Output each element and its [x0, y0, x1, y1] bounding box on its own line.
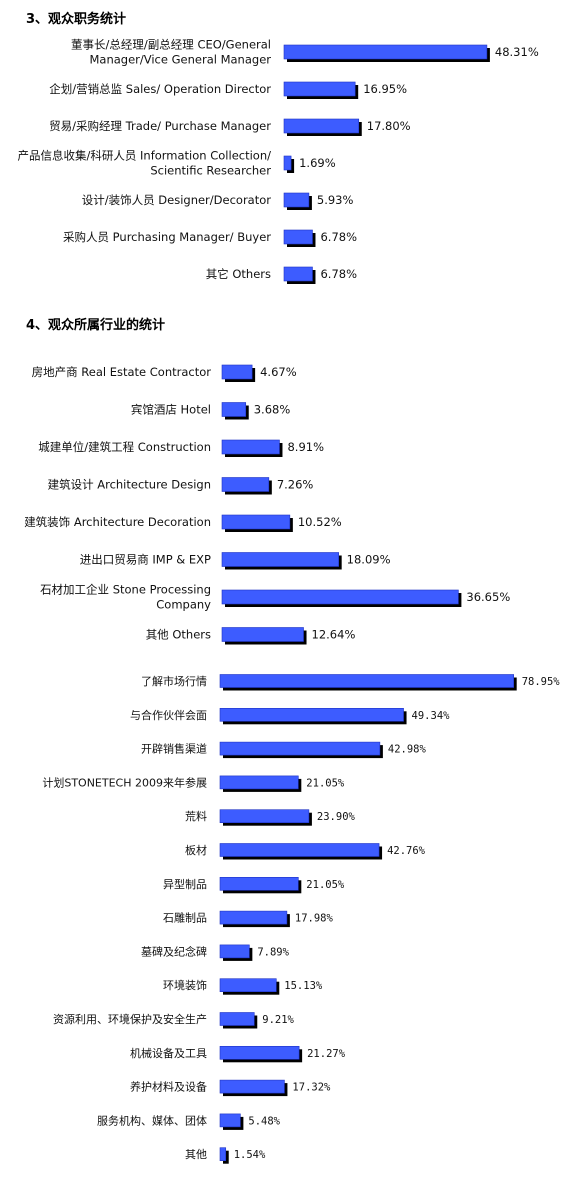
category-label: 墓碑及纪念碑 [141, 944, 207, 958]
value-label: 1.54% [234, 1149, 266, 1161]
value-label: 4.67% [260, 365, 297, 379]
bar [219, 1079, 285, 1094]
category-label: 设计/装饰人员 Designer/Decorator [82, 193, 272, 207]
category-label: Manager/Vice General Manager [89, 53, 271, 67]
value-label: 7.26% [277, 478, 314, 492]
category-label: 荒料 [185, 809, 207, 823]
bar [221, 589, 459, 605]
category-label: 房地产商 Real Estate Contractor [32, 365, 212, 379]
category-label: 机械设备及工具 [130, 1046, 207, 1060]
value-label: 9.21% [262, 1014, 294, 1026]
bar [219, 775, 299, 790]
bar [219, 877, 299, 891]
category-label: 采购人员 Purchasing Manager/ Buyer [63, 230, 271, 244]
category-label: 进出口贸易商 IMP & EXP [80, 553, 211, 567]
bar [219, 809, 310, 823]
value-label: 17.98% [295, 913, 334, 925]
value-label: 10.52% [298, 515, 342, 529]
bar [221, 402, 247, 417]
value-label: 12.64% [312, 628, 356, 642]
bar [221, 364, 253, 380]
bar [219, 1012, 255, 1026]
category-label: 建筑装饰 Architecture Decoration [24, 515, 211, 529]
bar [283, 155, 292, 171]
value-label: 48.31% [495, 45, 539, 59]
bar [219, 741, 381, 756]
chart-title-industry: 4、观众所属行业的统计 [26, 318, 166, 333]
value-label: 23.90% [317, 811, 356, 823]
value-label: 5.93% [317, 193, 354, 207]
category-label: 企划/营销总监 Sales/ Operation Director [49, 82, 271, 96]
bar [219, 978, 277, 993]
bar [219, 1045, 300, 1060]
bar [283, 81, 356, 97]
value-label: 78.95% [522, 676, 561, 688]
category-label: 董事长/总经理/副总经理 CEO/General [71, 38, 271, 52]
category-label: 其他 [185, 1148, 207, 1161]
value-label: 36.65% [466, 590, 510, 604]
bar [221, 439, 280, 455]
chart-title-position: 3、观众职务统计 [26, 12, 127, 27]
value-label: 3.68% [254, 403, 291, 417]
category-label: Scientific Researcher [150, 164, 271, 178]
category-label: 了解市场行情 [141, 674, 207, 688]
category-label: 其他 Others [146, 628, 211, 642]
value-label: 5.48% [248, 1115, 280, 1127]
bar [219, 1113, 241, 1128]
bar [221, 514, 291, 530]
category-label: Company [156, 598, 211, 612]
category-label: 板材 [185, 843, 207, 857]
category-label: 宾馆酒店 Hotel [131, 403, 211, 417]
bar [221, 552, 339, 567]
bar [219, 707, 404, 722]
bar [219, 944, 250, 959]
category-label: 建筑设计 Architecture Design [48, 478, 211, 492]
value-label: 21.05% [306, 879, 345, 891]
bar [283, 266, 313, 282]
value-label: 15.13% [284, 980, 323, 992]
value-label: 42.76% [387, 845, 426, 857]
value-label: 1.69% [299, 156, 336, 170]
bar [283, 44, 488, 60]
value-label: 17.80% [367, 119, 411, 133]
value-label: 7.89% [257, 946, 289, 958]
category-label: 资源利用、环境保护及安全生产 [53, 1012, 207, 1026]
bar [221, 627, 304, 642]
value-label: 18.09% [347, 553, 391, 567]
category-label: 环境装饰 [163, 978, 207, 992]
bar [219, 843, 380, 857]
category-label: 开辟销售渠道 [141, 742, 207, 756]
category-label: 与合作伙伴会面 [130, 708, 207, 722]
industry-chart: 房地产商 Real Estate Contractor 4.67% 宾馆酒店 Hot… [24, 364, 510, 645]
purpose-chart: 了解市场行情 78.95% 与合作伙伴会面 49.34% 开辟销售渠道 42.98% 计划S… [42, 674, 561, 1164]
category-label: 贸易/采购经理 Trade/ Purchase Manager [49, 119, 271, 133]
value-label: 6.78% [320, 230, 357, 244]
bar [221, 477, 270, 492]
bar [219, 910, 288, 925]
value-label: 8.91% [287, 440, 324, 454]
bar [283, 229, 313, 245]
value-label: 21.27% [307, 1048, 346, 1060]
bar [219, 1147, 227, 1162]
category-label: 其它 Others [206, 267, 271, 281]
category-label: 养护材料及设备 [130, 1080, 207, 1094]
value-label: 6.78% [320, 267, 357, 281]
category-label: 异型制品 [163, 877, 207, 891]
category-label: 服务机构、媒体、团体 [97, 1113, 207, 1127]
value-label: 49.34% [412, 710, 451, 722]
category-label: 石雕制品 [163, 911, 207, 925]
category-label: 产品信息收集/科研人员 Information Collection/ [17, 149, 271, 163]
category-label: 城建单位/建筑工程 Construction [38, 440, 211, 454]
category-label: 计划STONETECH 2009来年参展 [42, 775, 207, 789]
value-label: 16.95% [363, 82, 407, 96]
value-label: 42.98% [388, 744, 427, 756]
category-label: 石材加工企业 Stone Processing [40, 583, 211, 597]
bar [219, 674, 514, 688]
value-label: 17.32% [292, 1082, 331, 1094]
value-label: 21.05% [306, 777, 345, 789]
bar [283, 118, 360, 134]
bar [283, 192, 310, 208]
